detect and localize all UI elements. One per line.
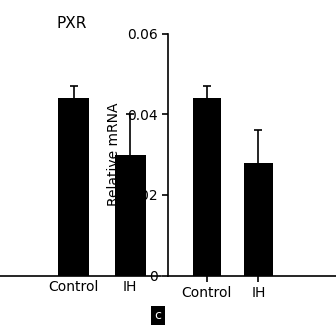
Bar <box>115 155 146 276</box>
Y-axis label: Relative mRNA: Relative mRNA <box>107 103 121 206</box>
Bar <box>58 98 89 276</box>
Bar <box>193 98 221 276</box>
Bar <box>244 163 273 276</box>
Text: c: c <box>155 309 161 322</box>
Text: PXR: PXR <box>56 16 87 31</box>
